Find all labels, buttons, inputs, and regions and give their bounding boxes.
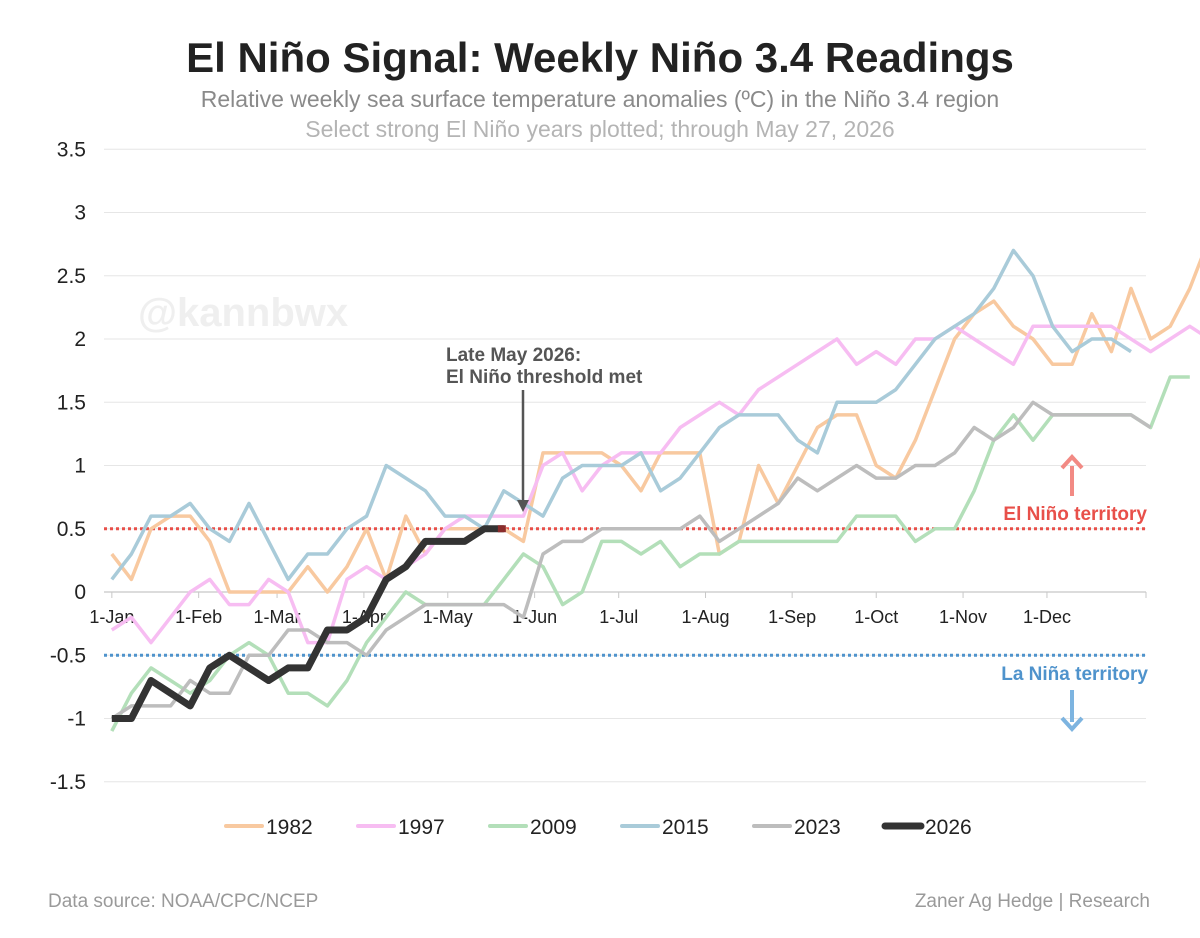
footer-credit: Zaner Ag Hedge | Research [914, 891, 1150, 912]
la-nina-label: La Niña territory [1001, 664, 1148, 685]
x-tick-label: 1-Mar [254, 607, 301, 627]
legend-label-2023: 2023 [794, 816, 841, 839]
legend-label-1997: 1997 [398, 816, 445, 839]
x-tick-label: 1-Jun [512, 607, 557, 627]
series-line-1982 [110, 257, 1200, 594]
legend-label-1982: 1982 [266, 816, 313, 839]
x-tick-label: 1-Oct [854, 607, 898, 627]
series-line-2026 [111, 525, 504, 722]
x-tick-label: 1-Jan [89, 607, 134, 627]
annotation-line-1: Late May 2026: [446, 345, 581, 366]
chart-subtitle: Relative weekly sea surface temperature … [200, 86, 1000, 112]
data-source: Data source: NOAA/CPC/NCEP [48, 891, 319, 912]
y-tick-label: -1.5 [50, 771, 86, 794]
down-arrow-head [1060, 716, 1084, 732]
series-line-2015 [110, 248, 1132, 582]
x-tick-label: 1-Nov [939, 607, 987, 627]
y-tick-label: 1 [74, 455, 86, 478]
up-arrow-head [1060, 454, 1084, 470]
x-tick-label: 1-Dec [1023, 607, 1071, 627]
y-tick-label: 0.5 [57, 518, 86, 541]
el-nino-label: El Niño territory [1003, 504, 1147, 525]
y-tick-label: 3 [74, 202, 86, 225]
x-tick-label: 1-Feb [175, 607, 222, 627]
x-tick-label: 1-May [423, 607, 473, 627]
annotation-arrow-head [517, 500, 529, 512]
y-tick-label: -1 [67, 708, 86, 731]
y-tick-label: 3.5 [57, 138, 86, 161]
chart-title: El Niño Signal: Weekly Niño 3.4 Readings [186, 34, 1014, 81]
y-tick-label: 0 [74, 581, 86, 604]
x-tick-label: 1-Sep [768, 607, 816, 627]
x-tick-label: 1-Aug [682, 607, 730, 627]
annotation-line-2: El Niño threshold met [446, 367, 643, 388]
watermark: @kannbwx [138, 291, 348, 335]
y-tick-label: 2.5 [57, 265, 86, 288]
series-line-2009 [110, 375, 1190, 732]
legend-label-2015: 2015 [662, 816, 709, 839]
y-tick-label: 2 [74, 328, 86, 351]
legend-label-2026: 2026 [925, 816, 972, 839]
y-tick-label: 1.5 [57, 391, 86, 414]
chart-subtitle-2: Select strong El Niño years plotted; thr… [305, 116, 895, 142]
y-tick-label: -0.5 [50, 644, 86, 667]
legend-label-2009: 2009 [530, 816, 577, 839]
series-line-2023 [110, 400, 1152, 720]
x-tick-label: 1-Jul [599, 607, 638, 627]
series-line-1997 [110, 324, 1200, 645]
